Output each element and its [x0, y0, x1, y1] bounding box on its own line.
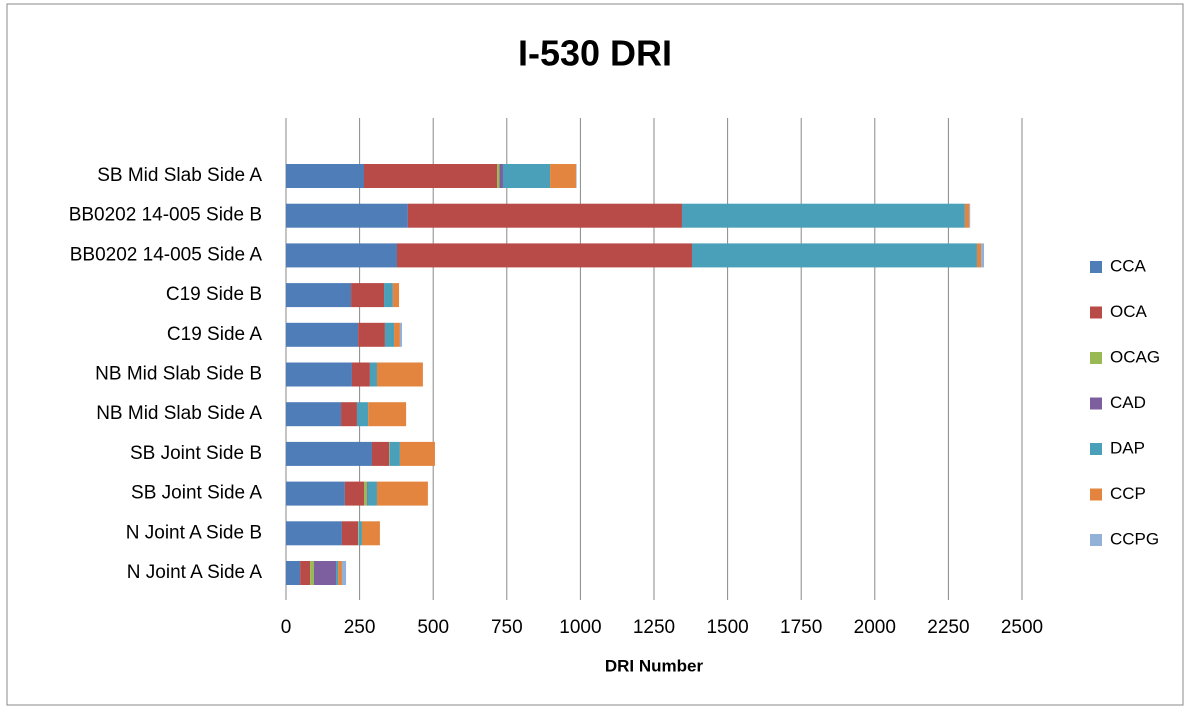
y-tick-label: SB Joint Side A	[131, 483, 262, 504]
x-tick-label: 500	[417, 617, 449, 638]
bar-segment	[389, 441, 400, 466]
x-tick-label: 250	[344, 617, 376, 638]
bar-segment	[286, 203, 408, 228]
x-tick-label: 2000	[854, 617, 896, 638]
bar-segment	[367, 481, 377, 506]
bar-segment	[310, 561, 314, 585]
bar-segment	[969, 203, 971, 228]
bar-segment	[286, 521, 342, 546]
chart-title: I-530 DRI	[518, 33, 672, 74]
bar-segment	[497, 164, 500, 188]
legend-label: CAD	[1110, 393, 1146, 412]
bar-segment	[351, 362, 370, 387]
y-tick-label: SB Mid Slab Side A	[97, 165, 262, 186]
y-tick-label: C19 Side B	[166, 284, 262, 305]
legend-swatch	[1090, 261, 1102, 273]
bar-segment	[407, 203, 682, 228]
y-tick-label: N Joint A Side B	[126, 522, 262, 543]
bar-segment	[369, 362, 377, 387]
bar-segment	[364, 164, 498, 188]
bar-segment	[376, 362, 423, 387]
y-tick-label: BB0202 14-005 Side A	[70, 244, 263, 265]
bar-segment	[976, 243, 982, 268]
legend-swatch	[1090, 397, 1102, 410]
bar-segment	[286, 561, 301, 585]
bar-segment	[313, 561, 337, 585]
x-tick-label: 0	[281, 617, 292, 638]
bar-segment	[341, 561, 347, 585]
bar-segment	[502, 164, 551, 188]
bar-segment	[691, 243, 977, 268]
bar-segment	[356, 402, 369, 427]
x-tick-label: 1000	[559, 617, 601, 638]
bar-segment	[286, 481, 345, 506]
bar-segment	[575, 164, 577, 188]
legend-label: DAP	[1110, 438, 1145, 457]
legend-label: OCA	[1110, 302, 1148, 321]
bar-segment	[361, 521, 380, 546]
bar-segment	[336, 561, 339, 585]
chart-border	[6, 3, 1184, 706]
bar-segment	[964, 203, 970, 228]
legend-swatch	[1090, 534, 1102, 546]
bar-segment	[286, 243, 397, 268]
bar-segment	[341, 521, 359, 546]
bar-segment	[286, 441, 372, 466]
bar-segment	[286, 402, 342, 427]
bar-segment	[368, 402, 407, 427]
bar-segment	[499, 164, 503, 188]
bar-segment	[300, 561, 311, 585]
x-tick-label: 1750	[780, 617, 822, 638]
bar-segment	[351, 283, 385, 308]
bar-segment	[286, 283, 352, 308]
bar-segment	[399, 441, 435, 466]
legend-label: CCPG	[1110, 529, 1159, 548]
bar-segment	[394, 322, 400, 347]
y-tick-label: BB0202 14-005 Side B	[69, 205, 262, 226]
bar-segment	[399, 322, 402, 347]
legend-swatch	[1090, 443, 1102, 455]
bar-segment	[981, 243, 985, 268]
bar-segment	[389, 441, 390, 466]
bar-segment	[358, 521, 359, 546]
legend-label: OCAG	[1110, 347, 1160, 366]
x-tick-label: 2500	[1001, 617, 1043, 638]
bar-segment	[392, 283, 400, 308]
x-tick-label: 1250	[633, 617, 675, 638]
bar-segment	[338, 561, 342, 585]
bar-segment	[358, 322, 385, 347]
y-tick-label: N Joint A Side A	[127, 562, 263, 583]
legend-swatch	[1090, 352, 1102, 364]
legend-swatch	[1090, 306, 1102, 319]
bar-segment	[376, 481, 428, 506]
legend-swatch	[1090, 488, 1102, 501]
y-tick-label: NB Mid Slab Side A	[96, 403, 262, 424]
legend-label: CCP	[1110, 484, 1146, 503]
x-tick-label: 1500	[706, 617, 748, 638]
bar-segment	[286, 362, 352, 387]
x-tick-label: 2250	[927, 617, 969, 638]
bar-segment	[681, 203, 965, 228]
bar-segment	[364, 481, 367, 506]
bar-segment	[341, 402, 357, 427]
bar-segment	[358, 521, 362, 546]
bar-segment	[344, 481, 365, 506]
bar-segment	[371, 441, 390, 466]
bar-segment	[550, 164, 576, 188]
bar-segment	[396, 243, 692, 268]
bar-segment	[286, 164, 365, 188]
legend-label: CCA	[1110, 256, 1147, 275]
y-tick-label: NB Mid Slab Side B	[95, 364, 262, 385]
bar-segment	[384, 283, 393, 308]
y-tick-label: C19 Side A	[167, 324, 262, 345]
bar-segment	[366, 481, 368, 506]
y-tick-label: SB Joint Side B	[130, 443, 262, 464]
bar-segment	[384, 322, 395, 347]
bar-segment	[286, 322, 359, 347]
x-axis-label: DRI Number	[605, 656, 704, 675]
x-tick-label: 750	[491, 617, 523, 638]
